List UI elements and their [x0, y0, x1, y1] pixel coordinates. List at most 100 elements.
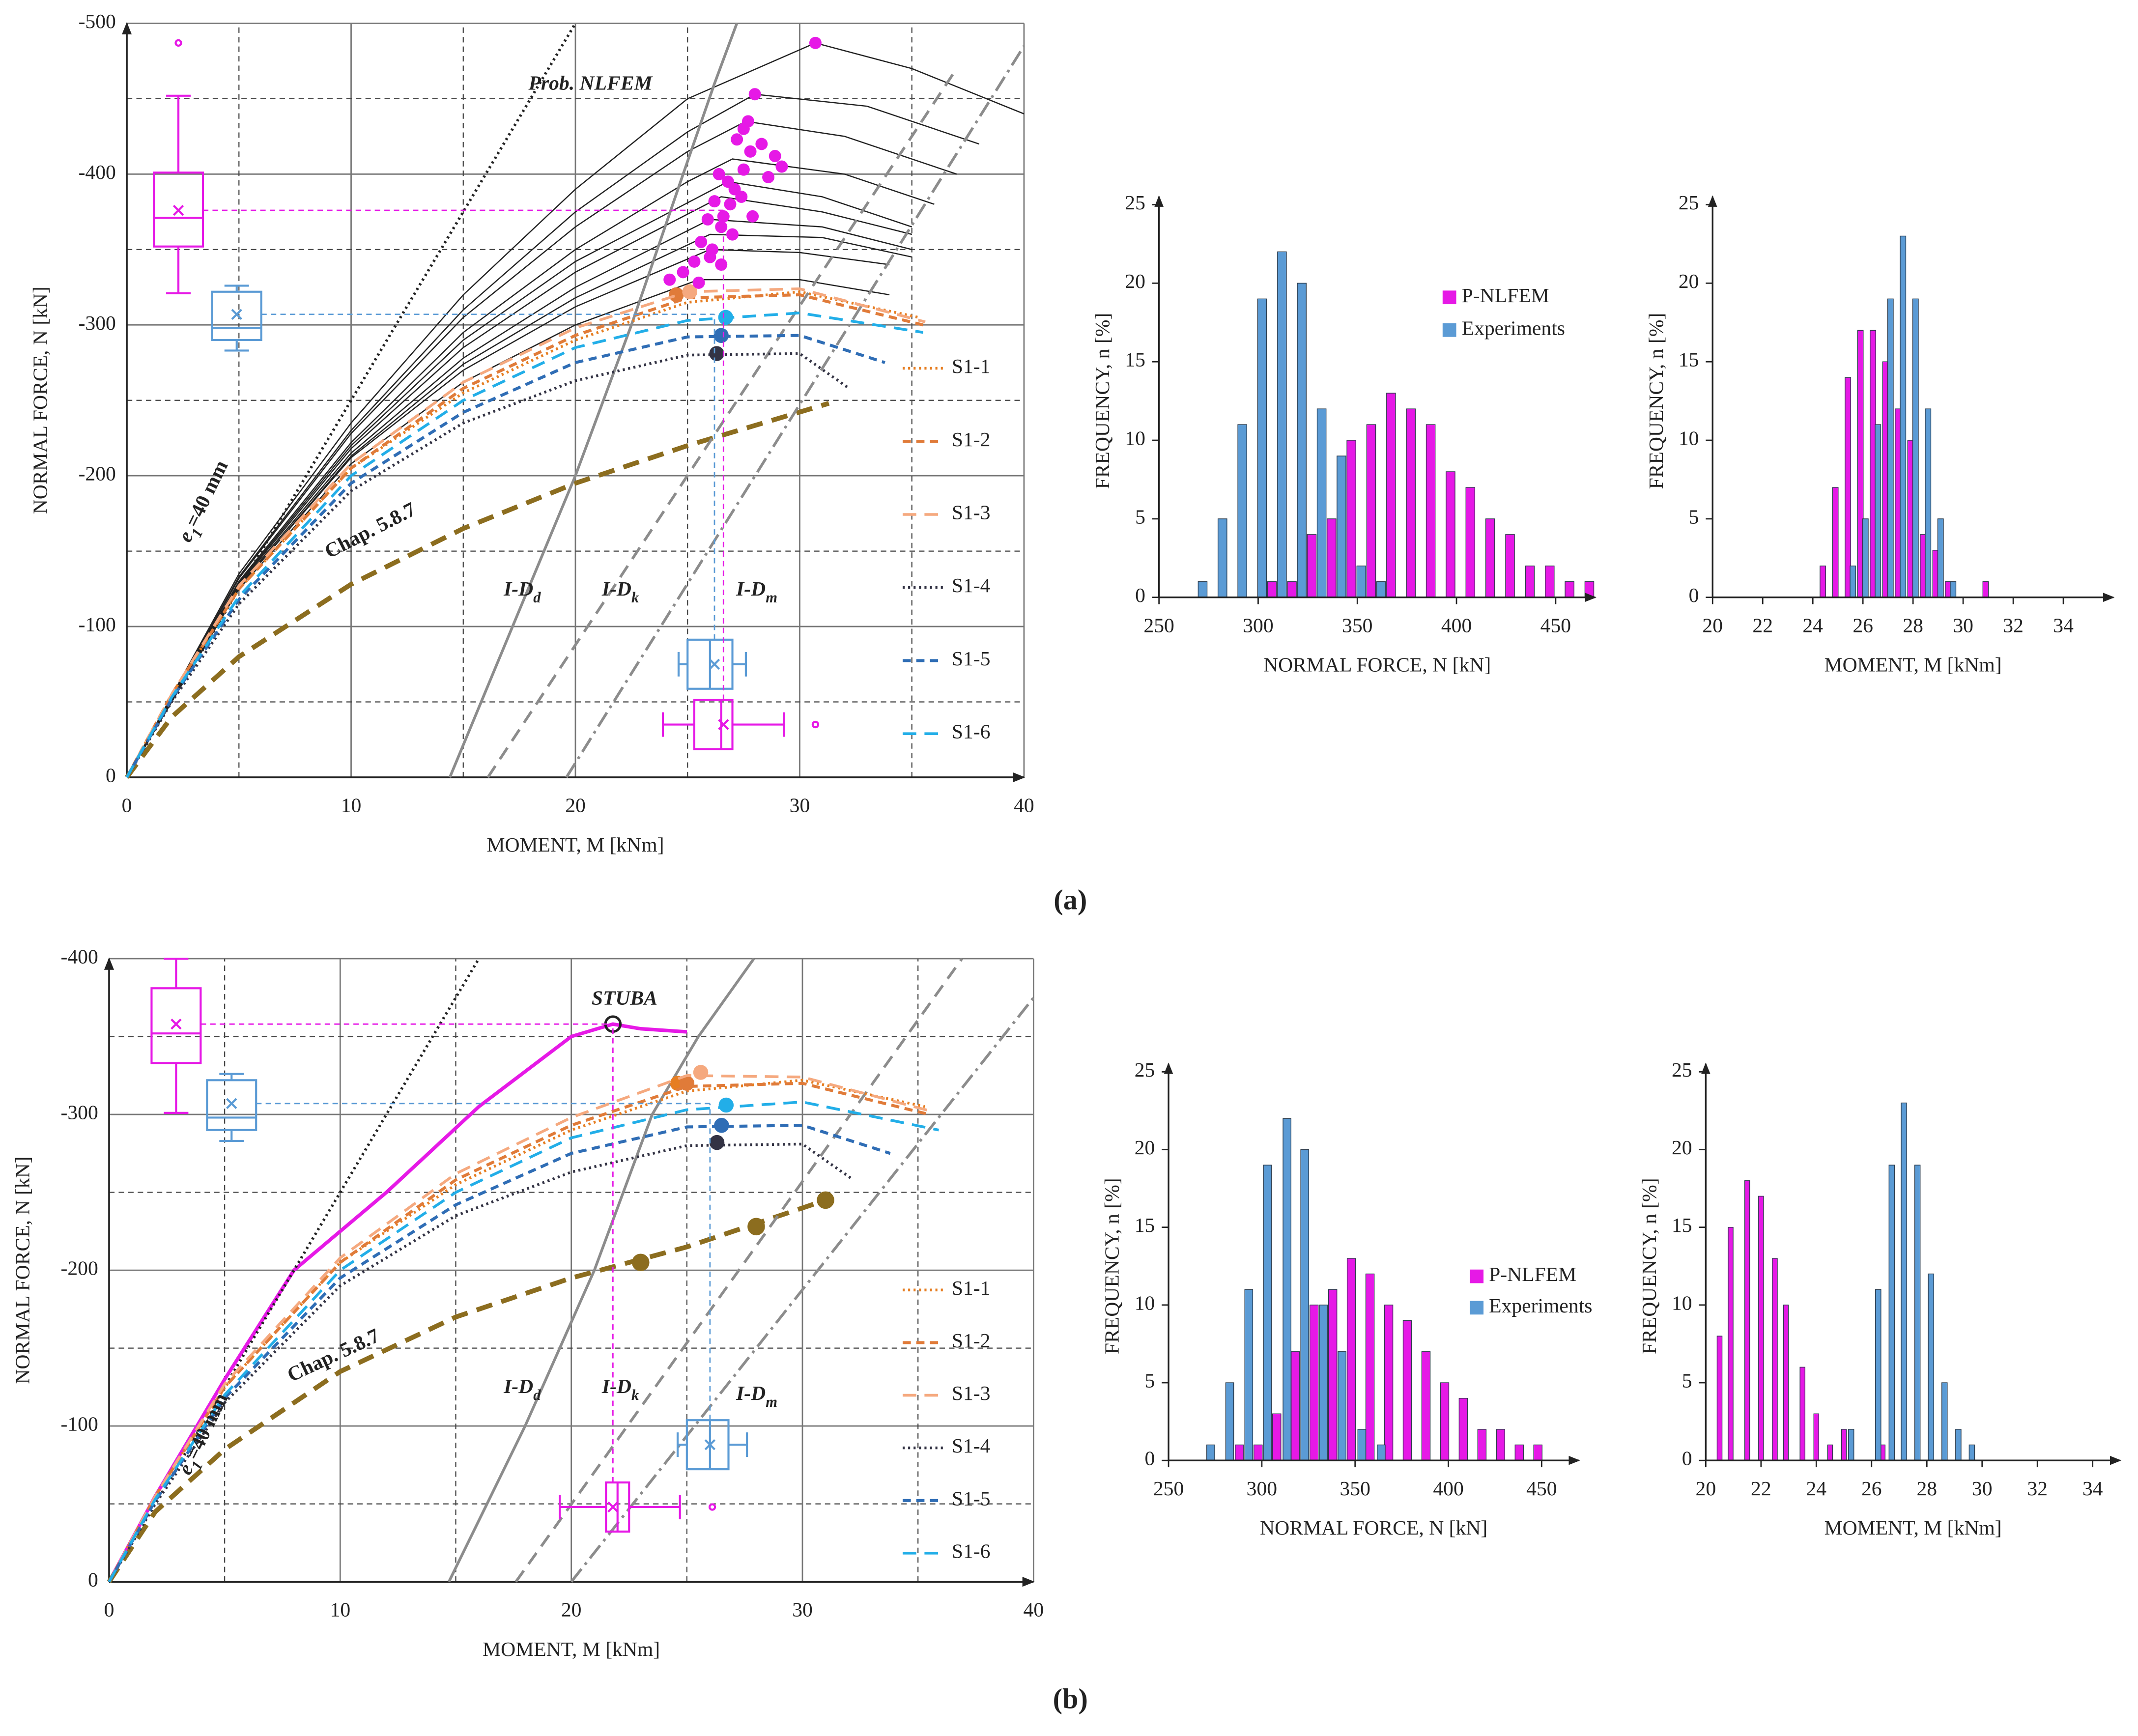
bar [1197, 581, 1208, 598]
bar [1982, 581, 1989, 598]
bar [1465, 487, 1476, 598]
box [693, 699, 734, 750]
peak-point [755, 138, 768, 150]
x-tick-label: 34 [2053, 614, 2074, 637]
series-line [125, 334, 885, 778]
reference-line [570, 996, 1035, 1583]
bar [1744, 1180, 1750, 1461]
legend-swatch [1470, 1269, 1484, 1283]
x-tick-label: 40 [1014, 795, 1034, 817]
bar [1937, 518, 1944, 598]
y-tick-label: 10 [1135, 1292, 1155, 1314]
annotation-part: d [533, 589, 541, 606]
reference-line [565, 45, 1026, 778]
y-tick-label: 25 [1135, 1059, 1155, 1081]
x-axis-title: NORMAL FORCE, N [kN] [1263, 654, 1491, 677]
box-whisker [166, 246, 191, 294]
bar [1338, 1351, 1346, 1461]
bar [1257, 298, 1267, 598]
legend-label: P-NLFEM [1489, 1263, 1576, 1286]
x-axis-title: MOMENT, M [kNm] [483, 1638, 660, 1661]
x-axis-title: MOMENT, M [kNm] [487, 834, 664, 856]
peak-point [746, 210, 759, 223]
bar [1235, 1444, 1244, 1461]
reference-line [125, 23, 577, 778]
bar [1328, 1289, 1338, 1461]
box-whisker [732, 712, 785, 737]
bar [1421, 1351, 1431, 1461]
y-tick-label: 15 [1679, 349, 1699, 371]
bar [1841, 1429, 1847, 1461]
bar [1783, 1305, 1789, 1461]
annotation-part: I-D [503, 577, 533, 600]
bar [1887, 298, 1894, 598]
peak-point [726, 228, 739, 241]
legend-label: S1-5 [952, 648, 991, 670]
box-mean [231, 309, 242, 320]
box-mean [172, 204, 184, 216]
annotation-part: m [766, 1394, 777, 1410]
legend-swatch [1442, 290, 1456, 305]
peak-point [775, 160, 788, 173]
y-tick-label: 10 [1125, 427, 1145, 450]
peak-point [688, 255, 701, 268]
bar [1505, 534, 1515, 598]
box-whisker [629, 1494, 681, 1519]
bar [1254, 1444, 1263, 1461]
bar [1206, 1444, 1215, 1461]
y-tick-label: -200 [79, 463, 116, 485]
y-tick-label: 15 [1135, 1214, 1155, 1237]
caption: (b) [1053, 1683, 1088, 1715]
bar [1319, 1305, 1328, 1461]
y-tick-label: -400 [61, 946, 98, 968]
y-tick-label: 15 [1125, 349, 1145, 371]
y-axis-title: NORMAL FORCE, N [kN] [29, 286, 52, 514]
bar [1827, 1444, 1833, 1461]
bar [1425, 424, 1436, 598]
box-outlier [174, 39, 182, 47]
x-tick-label: 350 [1340, 1478, 1370, 1500]
bar [1799, 1366, 1805, 1461]
box-outlier [811, 720, 820, 729]
legend-label: S1-4 [952, 1435, 991, 1457]
annotation: STUBA [592, 987, 657, 1009]
x-tick-label: 20 [561, 1599, 582, 1622]
peak-point [809, 36, 822, 49]
y-tick-label: -500 [79, 10, 116, 33]
x-tick-label: 26 [1861, 1478, 1882, 1500]
peak-point [737, 122, 750, 135]
x-tick-label: 250 [1143, 614, 1174, 637]
bar [1914, 1165, 1921, 1461]
y-tick-label: 5 [1135, 506, 1145, 528]
bar [1402, 1320, 1412, 1461]
peak-point [735, 190, 748, 203]
series-line [108, 1074, 933, 1583]
y-tick-label: -100 [79, 614, 116, 636]
annotation-part: Prob. NLFEM [528, 72, 654, 94]
box-whisker [219, 1073, 244, 1081]
reference-line [447, 958, 755, 1583]
y-tick-label: 0 [1689, 584, 1699, 607]
box-whisker [677, 652, 688, 677]
x-tick-label: 30 [1953, 614, 1973, 637]
prob-curve [126, 120, 957, 778]
legend-label: Experiments [1489, 1295, 1592, 1317]
bar [1772, 1258, 1778, 1461]
reference-line [514, 958, 963, 1583]
x-tick-label: 22 [1751, 1478, 1771, 1500]
legend-label: S1-1 [952, 1277, 991, 1300]
peak-point [708, 195, 721, 208]
y-tick-label: 0 [1682, 1448, 1692, 1470]
x-tick-label: 30 [1972, 1478, 1993, 1500]
y-axis-title: FREQUENCY, n [%] [1091, 313, 1114, 489]
annotation: I-Dk [601, 1375, 639, 1403]
bar [1283, 1118, 1291, 1461]
bar [1728, 1226, 1734, 1461]
prob-curve [126, 158, 935, 778]
series-line [108, 1124, 891, 1583]
peak-marker [682, 284, 698, 300]
histogram: 0 5 10 15 20 25 20 22 24 26 28 30 32 34 [1679, 192, 2115, 637]
bar [1386, 393, 1396, 598]
x-tick-label: 34 [2082, 1478, 2103, 1500]
